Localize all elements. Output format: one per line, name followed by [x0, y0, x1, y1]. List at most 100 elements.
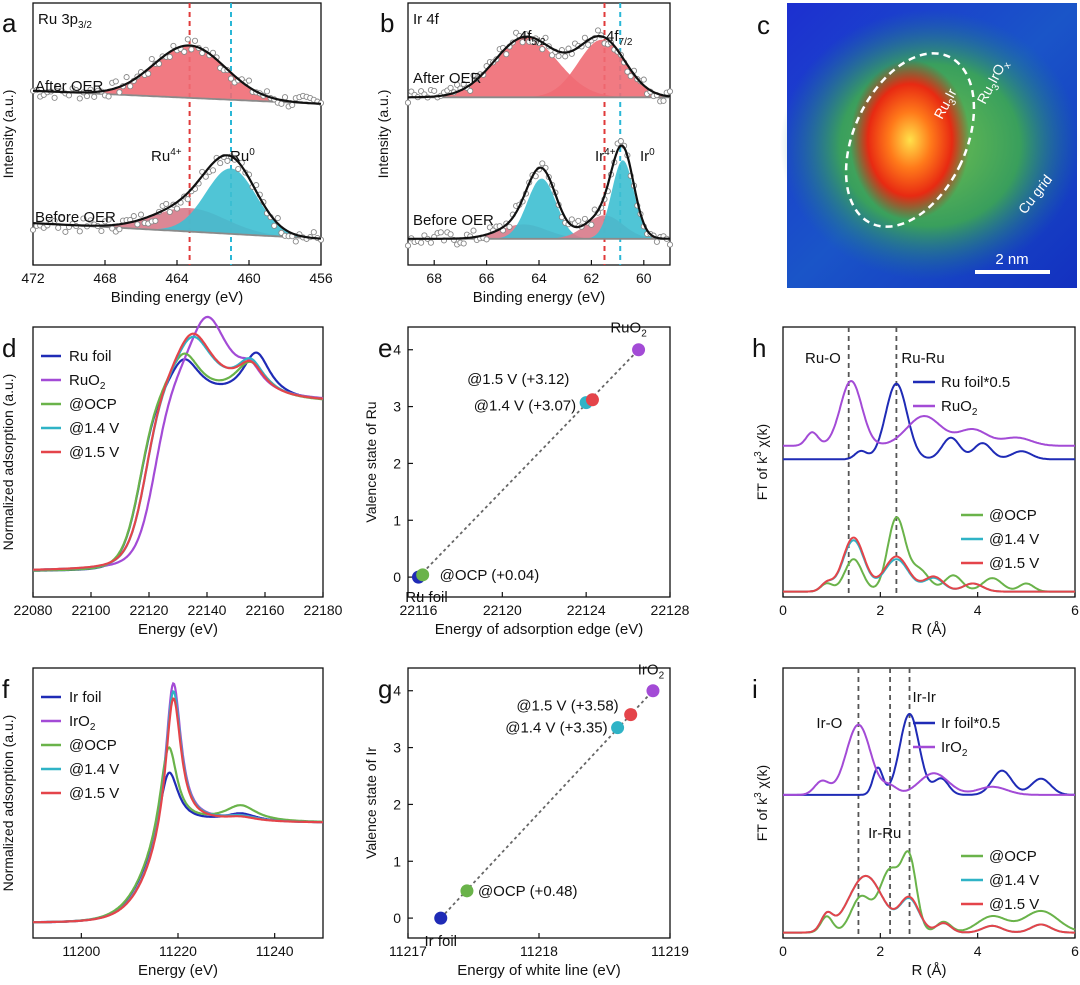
- data-point: [632, 343, 646, 357]
- envelope-line: [33, 44, 322, 105]
- raw-data-point: [227, 75, 235, 82]
- raw-data-point: [184, 196, 191, 203]
- x-tick-label: 22100: [72, 602, 111, 618]
- x-tick-label: 6: [1071, 602, 1079, 618]
- raw-data-point: [181, 48, 188, 55]
- point-label: @OCP (+0.48): [478, 883, 578, 900]
- legend-label: @OCP: [989, 507, 1037, 524]
- chart-h: 0 2 4 6 R (Å) FT of k3 χ(k) h Ru foil*0.5 RuO2 @O…: [752, 326, 1079, 638]
- raw-data-point: [98, 227, 105, 235]
- raw-data-point: [640, 76, 647, 83]
- raw-data-point: [581, 34, 588, 41]
- raw-data-point: [539, 46, 546, 53]
- x-tick-label: 4: [974, 602, 982, 618]
- raw-data-point: [627, 73, 634, 80]
- after-oer-label: After OER: [35, 78, 104, 95]
- raw-data-point: [130, 213, 137, 220]
- x-tick-label: 0: [779, 943, 787, 959]
- raw-data-point: [310, 229, 317, 236]
- raw-data-point: [447, 84, 454, 91]
- ft-line-ruo2: [783, 379, 1075, 447]
- raw-data-point: [51, 94, 58, 101]
- bond-label-ir-ru: Ir-Ru: [868, 825, 901, 842]
- data-point: [585, 393, 599, 407]
- raw-data-point: [660, 97, 667, 104]
- x-axis-label: Energy of white line (eV): [457, 962, 620, 979]
- x-tick-label: 472: [21, 270, 45, 286]
- x-tick-label: 11220: [159, 943, 197, 959]
- raw-data-point: [562, 53, 569, 60]
- point-label: IrO2: [638, 662, 665, 682]
- y-tick-label: 3: [393, 399, 401, 415]
- x-tick-label: 0: [779, 602, 787, 618]
- x-tick-label: 11219: [651, 943, 689, 959]
- x-tick-label: 68: [426, 270, 442, 286]
- y-axis-label: Intensity (a.u.): [0, 90, 16, 179]
- ir4-label: Ir4+: [595, 147, 616, 165]
- y-tick-label: 0: [393, 569, 401, 585]
- legend-label: @1.4 V: [69, 761, 119, 778]
- panel-letter-i: i: [752, 674, 758, 704]
- plot-frame: [407, 326, 671, 598]
- scale-bar-label: 2 nm: [995, 251, 1028, 268]
- raw-data-point: [539, 160, 546, 167]
- raw-data-point: [404, 242, 412, 249]
- y-tick-label: 2: [393, 455, 401, 471]
- legend-label: @OCP: [989, 848, 1037, 865]
- fitted-component-2: [408, 178, 670, 239]
- bond-label-ru-ru: Ru-Ru: [901, 350, 944, 367]
- x-axis-label: R (Å): [912, 621, 947, 638]
- spectrum-line--1-5-v: [33, 332, 324, 571]
- data-point: [611, 721, 625, 735]
- raw-data-point: [148, 55, 155, 63]
- plot-frame: [32, 326, 324, 598]
- y-axis-label: Valence state of Ru: [363, 401, 379, 522]
- raw-data-point: [76, 228, 83, 235]
- x-tick-label: 22180: [304, 602, 343, 618]
- raw-data-point: [467, 87, 474, 94]
- x-tick-label: 22116: [400, 602, 438, 618]
- raw-data-point: [588, 221, 595, 228]
- legend-label: @OCP: [69, 396, 117, 413]
- x-tick-label: 4: [974, 943, 982, 959]
- panel-letter-b: b: [380, 8, 394, 38]
- raw-data-point: [292, 238, 299, 245]
- ft-line-iro2: [783, 723, 1075, 796]
- core-level-label: Ir 4f: [413, 11, 440, 28]
- data-point: [646, 684, 660, 698]
- point-label: Ru foil: [405, 589, 448, 606]
- legend-label: Ir foil*0.5: [941, 715, 1000, 732]
- raw-data-point: [568, 216, 575, 223]
- point-label: Ir foil: [424, 933, 457, 950]
- x-tick-label: 468: [93, 270, 117, 286]
- raw-data-point: [112, 78, 119, 85]
- chart-g: 11217 11218 11219 0 1 2 3 4 Energy of white line…: [363, 662, 689, 979]
- chart-a: 472 468 464 460 456 Binding energy (eV) Intens…: [0, 2, 333, 306]
- y-tick-label: 1: [393, 853, 401, 869]
- raw-data-point: [666, 88, 674, 95]
- raw-data-point: [447, 231, 454, 238]
- fitted-component-2: [33, 168, 321, 239]
- fitted-component-4: [408, 160, 670, 239]
- x-tick-label: 22124: [567, 602, 606, 618]
- raw-data-point: [58, 214, 65, 222]
- x-axis-label: Energy (eV): [138, 962, 218, 979]
- raw-data-point: [127, 83, 134, 90]
- raw-data-point: [105, 216, 112, 223]
- raw-data-point: [76, 95, 83, 102]
- legend-label: Ru foil: [69, 348, 112, 365]
- x-tick-label: 22120: [130, 602, 169, 618]
- raw-data-point: [163, 200, 170, 207]
- x-tick-label: 60: [636, 270, 652, 286]
- x-tick-label: 64: [531, 270, 547, 286]
- x-tick-label: 22080: [14, 602, 53, 618]
- raw-data-point: [460, 81, 467, 88]
- chart-d: 22080 22100 22120 22140 22160 22180 Energy (eV…: [0, 315, 343, 638]
- raw-data-point: [224, 157, 231, 164]
- ru4-label: Ru4+: [151, 147, 182, 165]
- raw-data-point: [617, 138, 624, 145]
- raw-data-point: [29, 226, 37, 233]
- envelope-line: [408, 144, 671, 240]
- ft-line--1-5-v: [783, 536, 1075, 593]
- core-level-label: Ru 3p3/2: [38, 11, 92, 31]
